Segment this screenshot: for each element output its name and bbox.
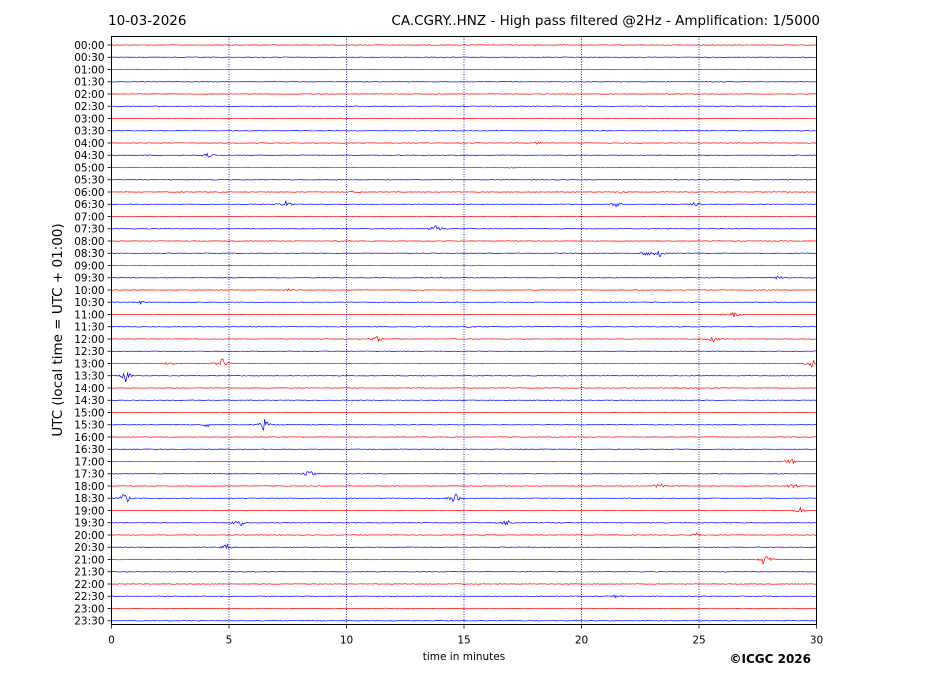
trace-row-0400 (111, 141, 817, 145)
y-tick-label: 21:00 (74, 554, 104, 566)
y-tick-label: 11:30 (74, 322, 104, 334)
date-label: 10-03-2026 (108, 13, 186, 29)
x-tick-label: 15 (457, 635, 470, 647)
trace-row-0800 (111, 239, 817, 243)
y-tick-label: 22:00 (74, 579, 104, 591)
trace-row-0730 (111, 225, 817, 231)
y-tick-label: 16:00 (74, 432, 104, 444)
y-tick-label: 07:00 (74, 211, 104, 223)
trace-row-1830 (111, 493, 817, 503)
trace-row-1730 (111, 471, 817, 476)
trace-row-2330 (111, 620, 817, 622)
x-tick-label: 0 (108, 635, 115, 647)
y-tick-label: 17:30 (74, 469, 104, 481)
y-tick-label: 09:00 (74, 260, 104, 272)
y-tick-label: 00:00 (74, 40, 104, 52)
y-tick-label: 06:30 (74, 199, 104, 211)
trace-row-0230 (111, 105, 817, 107)
y-tick-label: 19:00 (74, 505, 104, 517)
x-tick-label: 10 (340, 635, 353, 647)
y-tick-label: 19:30 (74, 518, 104, 530)
y-tick-label: 03:30 (74, 126, 104, 138)
y-tick-label: 15:30 (74, 420, 104, 432)
y-tick-label: 16:30 (74, 444, 104, 456)
y-axis-label: UTC (local time = UTC + 01:00) (50, 223, 66, 436)
x-axis-label: time in minutes (423, 651, 505, 663)
y-tick-label: 14:30 (74, 395, 104, 407)
y-tick-label: 02:30 (74, 101, 104, 113)
y-tick-label: 02:00 (74, 89, 104, 101)
y-tick-label: 13:00 (74, 358, 104, 370)
y-tick-label: 20:00 (74, 530, 104, 542)
y-tick-label: 10:00 (74, 285, 104, 297)
vertical-gridlines (228, 36, 700, 625)
y-tick-label: 10:30 (74, 297, 104, 309)
trace-row-1800 (111, 483, 817, 489)
x-tick-label: 30 (810, 635, 823, 647)
trace-row-0430 (111, 152, 817, 158)
y-tick-label: 23:00 (74, 603, 104, 615)
trace-row-1300 (111, 358, 817, 368)
y-tick-label: 18:00 (74, 481, 104, 493)
trace-row-0330 (111, 130, 817, 132)
y-tick-label: 21:30 (74, 567, 104, 579)
y-axis-ticks: 00:0000:3001:0001:3002:0002:3003:0003:30… (74, 40, 112, 628)
y-tick-label: 01:30 (74, 77, 104, 89)
y-tick-label: 04:00 (74, 138, 104, 150)
y-tick-label: 08:00 (74, 236, 104, 248)
y-tick-label: 09:30 (74, 273, 104, 285)
y-tick-label: 05:30 (74, 175, 104, 187)
y-tick-label: 20:30 (74, 542, 104, 554)
trace-row-0300 (111, 117, 817, 120)
y-tick-label: 18:30 (74, 493, 104, 505)
x-tick-label: 20 (575, 635, 588, 647)
trace-row-1330 (111, 372, 817, 382)
y-tick-label: 08:30 (74, 248, 104, 260)
trace-row-2300 (111, 607, 817, 610)
trace-row-1400 (111, 387, 817, 389)
y-tick-label: 13:30 (74, 371, 104, 383)
trace-row-0930 (111, 275, 817, 280)
y-tick-label: 23:30 (74, 616, 104, 628)
y-tick-label: 00:30 (74, 52, 104, 64)
y-tick-label: 15:00 (74, 407, 104, 419)
y-tick-label: 05:00 (74, 162, 104, 174)
copyright-label: ©ICGC 2026 (729, 652, 811, 666)
y-tick-label: 14:00 (74, 383, 104, 395)
chart-title: CA.CGRY..HNZ - High pass filtered @2Hz -… (391, 13, 820, 29)
trace-row-1430 (111, 399, 817, 401)
y-tick-label: 12:00 (74, 334, 104, 346)
y-tick-label: 22:30 (74, 591, 104, 603)
y-tick-label: 03:00 (74, 113, 104, 125)
trace-row-1230 (111, 350, 817, 352)
x-axis-ticks: 0 5 10 15 20 25 30 (108, 624, 823, 647)
y-tick-label: 01:00 (74, 64, 104, 76)
x-tick-label: 5 (226, 635, 233, 647)
x-tick-label: 25 (692, 635, 705, 647)
y-tick-label: 06:00 (74, 187, 104, 199)
y-tick-label: 04:30 (74, 150, 104, 162)
y-tick-label: 17:00 (74, 456, 104, 468)
trace-row-1700 (111, 459, 817, 465)
y-tick-label: 12:30 (74, 346, 104, 358)
trace-row-1900 (111, 506, 817, 513)
trace-row-0900 (111, 264, 817, 267)
y-tick-label: 07:30 (74, 224, 104, 236)
trace-row-0830 (111, 251, 817, 257)
y-tick-label: 11:00 (74, 309, 104, 321)
